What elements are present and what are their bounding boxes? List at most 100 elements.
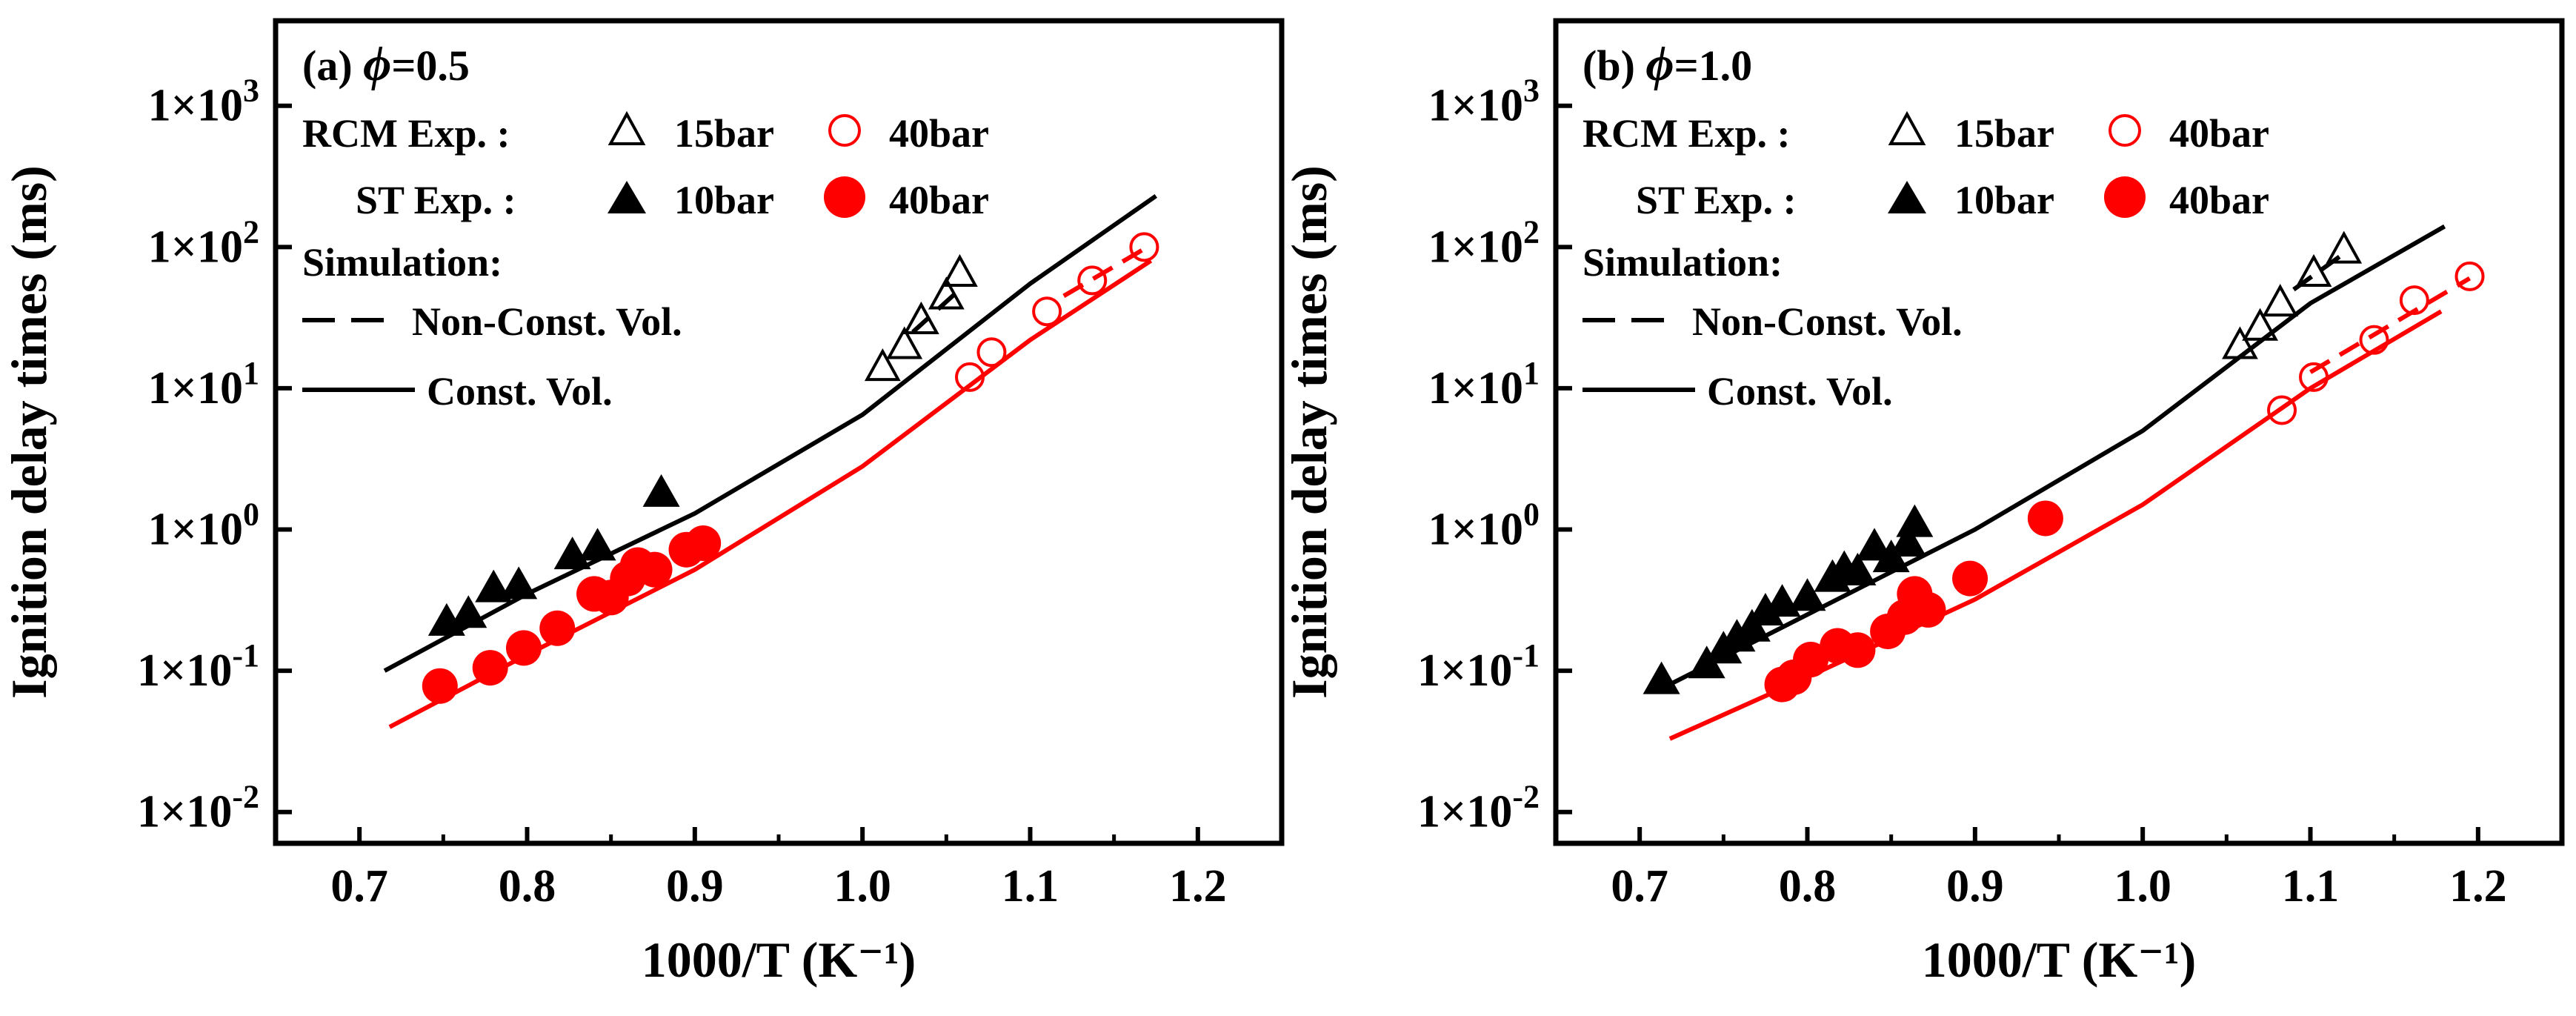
const-vol-line xyxy=(1668,224,2446,687)
legend-const: Const. Vol. xyxy=(427,369,613,414)
x-tick-label: 0.8 xyxy=(499,861,556,912)
rcm-15bar-point xyxy=(942,253,978,287)
legend-rcm-40bar: 40bar xyxy=(2169,111,2269,156)
x-axis-title: 1000/T (K⁻¹) xyxy=(642,932,916,988)
x-ticks: 0.7 0.8 0.9 1.0 1.1 1.2 xyxy=(330,827,1227,912)
rcm-40bar-point xyxy=(2359,325,2389,355)
y-tick-label: 1×102 xyxy=(1428,213,1540,272)
st-10bar-point xyxy=(1746,593,1784,626)
legend-filled-circle-marker xyxy=(2104,176,2146,218)
panel-label: (b) ϕ=1.0 xyxy=(1582,37,1752,91)
rcm-40bar-point xyxy=(2399,285,2429,316)
rcm-15bar-point xyxy=(864,348,901,382)
y-tick-label: 1×10-2 xyxy=(1417,779,1540,837)
legend-const: Const. Vol. xyxy=(1707,369,1893,414)
legend-rcm-15bar: 15bar xyxy=(1954,111,2054,156)
rcm-15bar-point xyxy=(2295,253,2332,287)
legend-nonconst: Non-Const. Vol. xyxy=(1692,299,1963,344)
const-vol-line xyxy=(383,193,1158,673)
legend-open-triangle-marker xyxy=(1888,110,1926,145)
x-tick-label: 0.7 xyxy=(330,861,388,912)
legend-st-10bar: 10bar xyxy=(1954,178,2054,222)
legend-simulation-title: Simulation: xyxy=(1582,240,1783,285)
rcm-15bar-point xyxy=(2326,230,2363,264)
y-axis-title: Ignition delay times (ms) xyxy=(1,165,57,699)
rcm-40bar-point xyxy=(2267,395,2297,425)
st-10bar-point xyxy=(1896,504,1934,537)
st-10bar-point xyxy=(579,528,616,561)
y-tick-label: 1×101 xyxy=(1428,355,1540,414)
rcm-15bar-point xyxy=(2222,326,2258,359)
legend-filled-triangle-marker xyxy=(1888,181,1926,213)
st-10bar-point xyxy=(450,595,487,628)
legend-simulation-title: Simulation: xyxy=(302,240,502,285)
legend-rcm-40bar: 40bar xyxy=(889,111,989,156)
legend-open-triangle-marker xyxy=(608,110,646,145)
y-tick-label: 1×10-1 xyxy=(137,637,259,696)
y-tick-label: 1×101 xyxy=(148,355,259,414)
legend-filled-circle-marker xyxy=(824,176,865,218)
legend-rcm-label: RCM Exp. : xyxy=(1582,111,1791,156)
legend-st-40bar: 40bar xyxy=(2169,178,2269,222)
legend-st-40bar: 40bar xyxy=(889,178,989,222)
st-10bar-point xyxy=(1839,552,1877,585)
legend-rcm-label: RCM Exp. : xyxy=(302,111,510,156)
x-axis-title: 1000/T (K⁻¹) xyxy=(1922,932,2196,988)
x-tick-label: 0.9 xyxy=(666,861,724,912)
legend-st-label: ST Exp. : xyxy=(1636,178,1797,222)
panel-a: 0.7 0.8 0.9 1.0 1.1 1.2 1×10-21×10-11×1001×10… xyxy=(1,18,1285,988)
panel-b: 0.7 0.8 0.9 1.0 1.1 1.2 1×10-21×10-11×1001×10… xyxy=(1281,18,2565,988)
x-tick-label: 1.1 xyxy=(1002,861,1059,912)
rcm-15bar-point xyxy=(2242,308,2278,341)
st-10bar-point xyxy=(475,569,513,602)
rcm-40bar-point xyxy=(1129,232,1159,262)
st-10bar-point xyxy=(1643,661,1680,694)
y-ticks: 1×10-2 1×10-1 1×100 1×101 1×102 1×103 xyxy=(1417,73,1572,837)
st-40bar-point xyxy=(539,610,576,646)
panel-label: (a) ϕ=0.5 xyxy=(302,37,470,91)
rcm-15bar-point xyxy=(902,301,939,334)
x-tick-label: 1.0 xyxy=(833,861,891,912)
non-const-vol-line xyxy=(2292,251,2346,292)
non-const-vol-line xyxy=(911,288,962,334)
legend: RCM Exp. : 15bar 40bar ST Exp. : 10bar 4… xyxy=(302,110,989,414)
legend-open-circle-marker xyxy=(2109,114,2141,147)
x-tick-label: 0.7 xyxy=(1611,861,1668,912)
legend-rcm-15bar: 15bar xyxy=(674,111,774,156)
st-10bar-point xyxy=(1856,528,1894,561)
rcm-40bar-point xyxy=(2299,362,2329,392)
y-tick-label: 1×103 xyxy=(148,73,259,131)
rcm-40bar-point xyxy=(1077,265,1108,296)
data-markers xyxy=(1643,230,2485,703)
st-40bar-point xyxy=(472,650,508,686)
y-tick-label: 1×100 xyxy=(1428,497,1540,555)
st-40bar-point xyxy=(1910,591,1946,628)
st-10bar-point xyxy=(553,537,591,570)
x-tick-label: 0.8 xyxy=(1779,861,1837,912)
st-40bar-point xyxy=(685,525,722,562)
st-40bar-point xyxy=(1952,560,1988,597)
non-const-vol-line xyxy=(2309,276,2472,374)
y-tick-label: 1×10-2 xyxy=(137,779,259,837)
legend: RCM Exp. : 15bar 40bar ST Exp. : 10bar 4… xyxy=(1582,110,2269,414)
data-markers xyxy=(422,232,1159,704)
st-10bar-point xyxy=(642,474,680,507)
legend-filled-triangle-marker xyxy=(608,181,646,213)
st-10bar-point xyxy=(1889,524,1927,557)
x-tick-label: 0.9 xyxy=(1946,861,2004,912)
x-tick-label: 1.1 xyxy=(2282,861,2340,912)
st-40bar-point xyxy=(422,668,458,704)
rcm-40bar-point xyxy=(2454,261,2485,291)
rcm-15bar-point xyxy=(2262,284,2299,317)
legend-nonconst: Non-Const. Vol. xyxy=(412,299,682,344)
y-tick-label: 1×103 xyxy=(1428,73,1540,131)
y-tick-label: 1×102 xyxy=(148,213,259,272)
y-axis-title: Ignition delay times (ms) xyxy=(1281,165,1337,699)
rcm-15bar-point xyxy=(886,326,923,359)
rcm-40bar-point xyxy=(1032,296,1062,327)
y-tick-label: 1×10-1 xyxy=(1417,637,1540,696)
legend-st-label: ST Exp. : xyxy=(356,178,516,222)
st-10bar-point xyxy=(1718,619,1756,652)
